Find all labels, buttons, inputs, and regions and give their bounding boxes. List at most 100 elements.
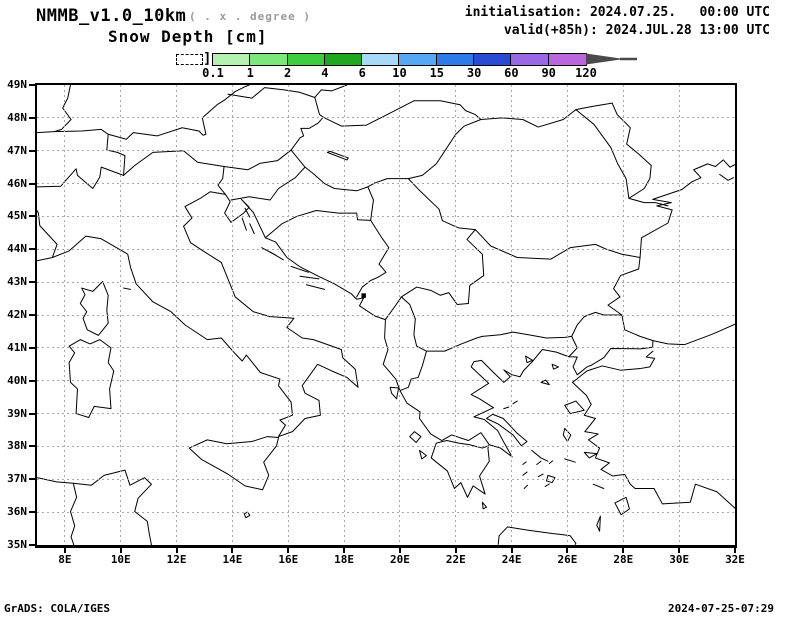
lon-tick-label: 10E bbox=[110, 553, 131, 566]
lon-tick-label: 14E bbox=[222, 553, 243, 566]
lat-gridline bbox=[37, 150, 735, 152]
legend-color-segment bbox=[324, 54, 363, 65]
lat-tick-mark bbox=[29, 511, 35, 514]
lon-tick-mark bbox=[398, 548, 401, 553]
initialisation-time: initialisation: 2024.07.25. 00:00 UTC bbox=[464, 5, 770, 20]
lat-tick-mark bbox=[29, 478, 35, 481]
lon-tick-mark bbox=[510, 548, 513, 553]
legend-color-segment bbox=[399, 54, 437, 65]
lat-gridline bbox=[37, 511, 735, 513]
lat-tick-mark bbox=[29, 412, 35, 415]
legend-color-segment bbox=[436, 54, 475, 65]
valid-time: valid(+85h): 2024.JUL.28 13:00 UTC bbox=[503, 23, 770, 38]
lon-tick-label: 22E bbox=[445, 553, 466, 566]
lat-gridline bbox=[37, 445, 735, 447]
lon-tick-mark bbox=[343, 548, 346, 553]
grads-credit: GrADS: COLA/IGES bbox=[4, 602, 110, 615]
lat-tick-label: 35N bbox=[7, 538, 27, 551]
lon-tick-label: 32E bbox=[725, 553, 745, 566]
lat-tick-mark bbox=[29, 248, 35, 251]
lat-tick-mark bbox=[29, 182, 35, 185]
lat-gridline bbox=[37, 478, 735, 480]
legend-below-minimum-box bbox=[176, 54, 203, 65]
lon-gridline bbox=[511, 85, 513, 545]
lat-tick-label: 40N bbox=[7, 373, 27, 387]
legend-color-segment bbox=[213, 54, 251, 65]
lon-tick-label: 18E bbox=[334, 553, 355, 566]
legend-tick-label: 90 bbox=[541, 66, 556, 80]
model-resolution-note: ( . x . degree ) bbox=[189, 10, 311, 23]
lat-tick-mark bbox=[29, 281, 35, 284]
legend-overflow-arrow bbox=[586, 53, 637, 65]
lat-tick-label: 38N bbox=[7, 439, 27, 453]
legend-color-segment bbox=[362, 54, 400, 65]
legend-tick-label: 2 bbox=[283, 66, 292, 80]
lat-tick-label: 46N bbox=[7, 176, 27, 190]
lat-gridline bbox=[37, 413, 735, 415]
lon-tick-label: 28E bbox=[613, 553, 634, 566]
lat-tick-label: 39N bbox=[7, 406, 27, 420]
lat-tick-mark bbox=[29, 149, 35, 152]
lat-gridline bbox=[37, 314, 735, 316]
legend-color-segment bbox=[287, 54, 325, 65]
lat-tick-label: 41N bbox=[7, 340, 27, 354]
legend-color-segment bbox=[511, 54, 549, 65]
lat-gridline bbox=[37, 183, 735, 185]
lon-gridline bbox=[566, 85, 568, 545]
lon-tick-mark bbox=[678, 548, 681, 553]
lon-tick-mark bbox=[63, 548, 66, 553]
legend-color-segment bbox=[474, 54, 512, 65]
lat-tick-mark bbox=[29, 215, 35, 218]
lat-tick-label: 48N bbox=[7, 110, 27, 124]
lon-tick-mark bbox=[622, 548, 625, 553]
lat-tick-mark bbox=[29, 84, 35, 86]
legend-color-segment bbox=[548, 54, 586, 65]
legend-tick-label: 30 bbox=[466, 66, 482, 80]
legend-tick-label: 120 bbox=[575, 66, 597, 80]
lon-gridline bbox=[176, 85, 178, 545]
lon-tick-mark bbox=[734, 548, 736, 553]
lat-tick-label: 47N bbox=[7, 143, 27, 157]
lat-tick-label: 45N bbox=[7, 209, 27, 223]
legend-tick-label: 1 bbox=[246, 66, 254, 80]
lat-gridline bbox=[37, 215, 735, 217]
lon-tick-label: 8E bbox=[58, 553, 72, 566]
lat-tick-mark bbox=[29, 544, 35, 546]
lon-tick-label: 24E bbox=[501, 553, 522, 566]
lat-tick-label: 42N bbox=[7, 308, 27, 321]
legend-tick-label: 10 bbox=[392, 66, 407, 80]
lon-gridline bbox=[120, 85, 122, 545]
lon-gridline bbox=[231, 85, 233, 545]
lon-tick-mark bbox=[231, 548, 234, 553]
lon-tick-label: 30E bbox=[669, 553, 690, 566]
lakes bbox=[327, 151, 348, 160]
lat-tick-label: 43N bbox=[7, 275, 27, 289]
lon-tick-label: 26E bbox=[557, 553, 578, 566]
lat-tick-mark bbox=[29, 379, 35, 382]
coastlines bbox=[37, 160, 735, 545]
lat-gridline bbox=[37, 380, 735, 382]
islands bbox=[242, 208, 629, 544]
legend-tick-label: 0.1 bbox=[202, 66, 224, 80]
legend-tick-label: 15 bbox=[429, 66, 445, 80]
lon-tick-mark bbox=[119, 548, 122, 553]
creation-timestamp: 2024-07-25-07:29 bbox=[668, 602, 774, 615]
legend-tick-label: 6 bbox=[358, 66, 366, 80]
lon-tick-mark bbox=[454, 548, 457, 553]
lon-gridline bbox=[343, 85, 345, 545]
lat-tick-mark bbox=[29, 445, 35, 448]
lon-gridline bbox=[64, 85, 66, 545]
legend-tick-label: 4 bbox=[321, 66, 329, 80]
dense-coast-blob bbox=[361, 293, 366, 298]
colorbar-legend bbox=[212, 53, 587, 66]
lon-tick-label: 12E bbox=[166, 553, 187, 566]
lon-gridline bbox=[678, 85, 680, 545]
map-canvas bbox=[37, 85, 735, 545]
lat-gridline bbox=[37, 248, 735, 250]
lat-tick-label: 36N bbox=[7, 505, 27, 519]
lon-tick-mark bbox=[566, 548, 569, 553]
lon-gridline bbox=[455, 85, 457, 545]
lat-gridline bbox=[37, 117, 735, 119]
lat-tick-mark bbox=[29, 116, 35, 119]
lon-gridline bbox=[399, 85, 401, 545]
